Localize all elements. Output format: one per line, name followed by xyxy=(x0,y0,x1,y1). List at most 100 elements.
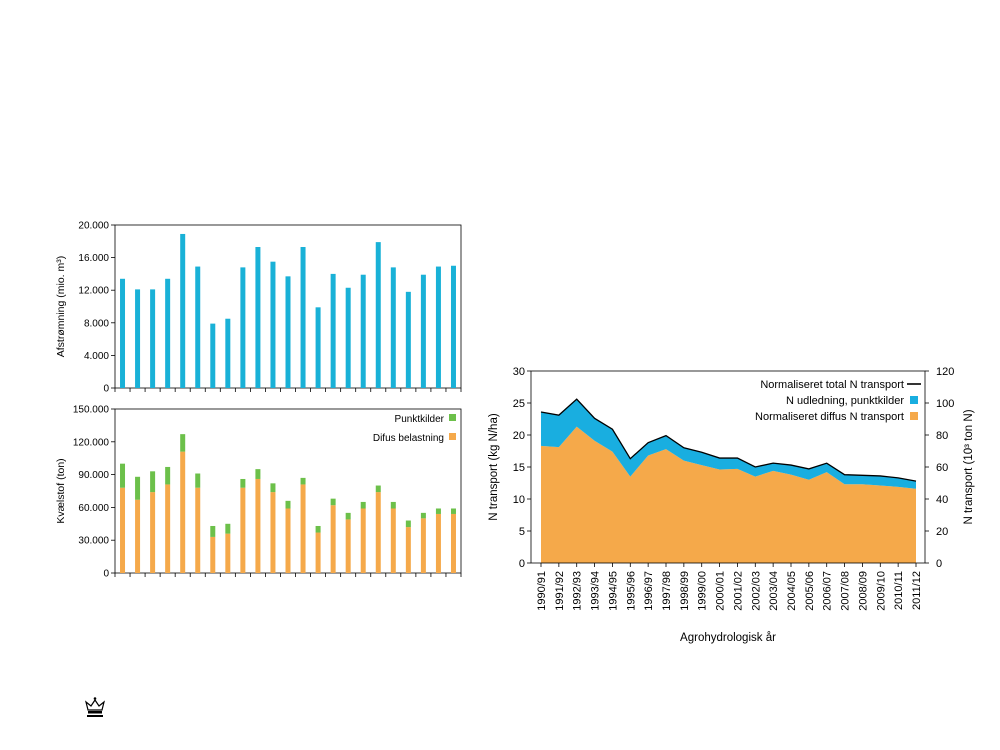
x-tick-label: 1996/97 xyxy=(643,571,655,611)
y-tick-label: 150.000 xyxy=(73,405,110,416)
y-tick-label: 60.000 xyxy=(78,503,109,514)
x-tick-label: 2004/05 xyxy=(786,571,798,611)
total-line xyxy=(540,398,917,482)
diffuse-load-bar xyxy=(150,492,156,573)
diffuse-load-bar xyxy=(300,484,306,573)
point-source-bar xyxy=(300,477,306,485)
point-source-bar xyxy=(285,500,291,509)
y-right-tick-label: 40 xyxy=(936,494,948,506)
runoff-bar xyxy=(180,233,186,388)
y-tick-label: 0 xyxy=(519,558,525,570)
y-axis-label: N transport (kg N/ha) xyxy=(488,413,500,521)
x-axis-label: Agrohydrologisk år xyxy=(680,632,776,644)
legend-label-total: Normaliseret total N transport xyxy=(760,379,904,391)
y-tick-label: 16.000 xyxy=(78,253,109,264)
runoff-bar xyxy=(240,267,246,388)
y-tick-label: 0 xyxy=(103,569,109,580)
x-tick-label: 2000/01 xyxy=(715,571,727,611)
point-source-bar xyxy=(375,485,381,493)
diffuse-load-bar xyxy=(225,533,231,573)
n-transport-area-chart: 0 5 10 15 20 25 30 0 20 40 60 80 100 120 1990/91 1991/9… xyxy=(488,366,975,644)
diffuse-load-bar xyxy=(120,487,126,573)
y-axis-label: Kvælstof (ton) xyxy=(55,458,67,523)
diffuse-load-bar xyxy=(195,487,201,573)
point-source-bar xyxy=(180,434,186,452)
point-source-bar xyxy=(315,525,321,533)
runoff-bar xyxy=(120,278,126,388)
point-source-bar xyxy=(270,483,276,493)
nitrogen-load-bar-chart: 0 30.000 60.000 90.000 120.000 150.000 Punktki… xyxy=(55,405,462,580)
y-tick-label: 30.000 xyxy=(78,536,109,547)
y-tick-label: 20.000 xyxy=(78,221,109,232)
diffuse-load-bar xyxy=(180,451,186,573)
x-tick-label: 2002/03 xyxy=(750,571,762,611)
x-tick-label: 2005/06 xyxy=(804,571,816,611)
diffuse-load-bar xyxy=(390,508,396,573)
point-source-bar xyxy=(210,525,216,537)
diffuse-load-bar xyxy=(435,513,441,573)
y-tick-label: 25 xyxy=(513,398,525,410)
point-source-bar xyxy=(240,478,246,488)
runoff-bar xyxy=(210,323,216,388)
runoff-bar xyxy=(285,276,291,388)
x-tick-label: 1991/92 xyxy=(554,571,566,611)
x-tick-label: 1994/95 xyxy=(607,571,619,611)
y-tick-label: 15 xyxy=(513,462,525,474)
point-source-bar xyxy=(450,508,456,514)
legend-label-point-sources: Punktkilder xyxy=(395,414,445,425)
diffuse-load-bar xyxy=(255,478,261,573)
y-axis-label: Afstrømning (mio. m³) xyxy=(55,256,67,358)
point-source-bar xyxy=(345,512,351,520)
runoff-bar xyxy=(270,261,276,388)
legend-label-point-sources: N udledning, punktkilder xyxy=(786,395,904,407)
runoff-bar xyxy=(165,278,171,388)
x-tick-label: 1997/98 xyxy=(661,571,673,611)
x-tick-label: 2006/07 xyxy=(822,571,834,611)
runoff-bar xyxy=(435,266,441,388)
diffuse-load-bar xyxy=(420,518,426,573)
y-right-tick-label: 120 xyxy=(936,366,954,378)
x-tick-label: 2011/12 xyxy=(911,571,923,610)
runoff-bar xyxy=(330,273,336,388)
y-tick-label: 120.000 xyxy=(73,437,110,448)
y-tick-label: 12.000 xyxy=(78,286,109,297)
runoff-bar xyxy=(420,274,426,388)
diffuse-load-bar xyxy=(345,519,351,573)
x-tick-label: 2008/09 xyxy=(857,571,869,611)
point-source-bar xyxy=(225,523,231,534)
runoff-bar xyxy=(390,267,396,388)
y-tick-label: 0 xyxy=(103,384,109,395)
x-tick-label: 2009/10 xyxy=(875,571,887,611)
diffuse-load-bar xyxy=(405,527,411,573)
diffuse-load-bar xyxy=(375,492,381,573)
x-tick-label: 1998/99 xyxy=(679,571,691,611)
runoff-bar xyxy=(300,247,306,388)
point-source-area xyxy=(541,399,916,489)
diffuse-load-bar xyxy=(285,508,291,573)
x-tick-label: 1993/94 xyxy=(590,571,602,611)
point-source-bar xyxy=(165,466,171,485)
point-source-bar xyxy=(120,463,126,488)
runoff-bar xyxy=(315,307,321,388)
y-tick-label: 10 xyxy=(513,494,525,506)
point-source-bar xyxy=(150,471,156,493)
point-source-bar xyxy=(135,476,141,500)
diffuse-load-bar xyxy=(135,499,141,573)
runoff-bar xyxy=(375,242,381,388)
legend-label-diffuse: Normaliseret diffus N transport xyxy=(755,411,904,423)
y-tick-label: 4.000 xyxy=(84,351,109,362)
diffuse-load-bar xyxy=(270,492,276,573)
y-tick-label: 90.000 xyxy=(78,470,109,481)
runoff-bar xyxy=(225,318,231,388)
legend-label-diffuse-load: Difus belastning xyxy=(373,433,444,444)
runoff-bar xyxy=(345,287,351,388)
x-tick-label: 2003/04 xyxy=(768,571,780,611)
y-right-tick-label: 80 xyxy=(936,430,948,442)
y-tick-label: 30 xyxy=(513,366,525,378)
x-tick-label: 1990/91 xyxy=(536,571,548,611)
legend-swatch-diffuse xyxy=(910,412,918,420)
runoff-bar xyxy=(150,289,156,388)
diffuse-load-bar xyxy=(210,536,216,573)
y-right-tick-label: 20 xyxy=(936,526,948,538)
